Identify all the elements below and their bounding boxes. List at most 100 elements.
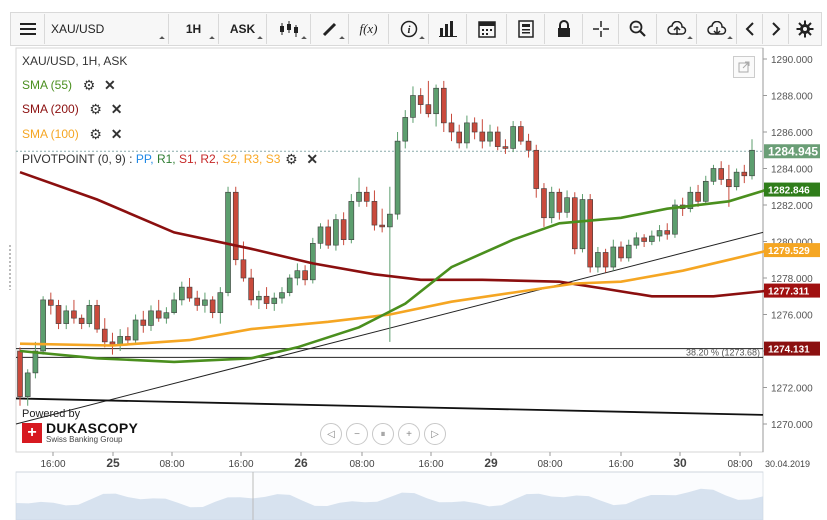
scroll-right-button[interactable] [763,14,789,44]
draw-button[interactable] [311,14,349,44]
legend-sma100-label: SMA (100) [22,127,79,141]
crosshair-button[interactable] [583,14,619,44]
zoom-in-button[interactable]: + [398,423,420,445]
gear-icon[interactable]: ⚙ [89,100,102,117]
upload-button[interactable] [657,14,697,44]
x-tick-label: 30 [673,456,687,470]
report-button[interactable] [507,14,545,44]
candle-body [664,230,671,235]
gear-icon[interactable]: ⚙ [285,150,298,167]
expand-button[interactable] [733,56,755,78]
navigator[interactable] [9,245,764,520]
download-icon [706,21,726,36]
price-tag-bg [764,182,820,197]
candle-body [641,237,647,242]
x-tick-label: 16:00 [40,459,65,470]
side-selector[interactable]: ASK [219,14,267,44]
candle-body [163,312,170,319]
x-tick-label: 08:00 [159,459,184,470]
info-button[interactable]: i [389,14,429,44]
candle-body [433,87,439,115]
menu-button[interactable] [11,14,45,44]
price-tag-label: 1277.311 [768,287,810,298]
y-tick-label: 1278.000 [771,274,813,285]
legend-sma55-label: SMA (55) [22,78,73,92]
candle-body [587,199,593,268]
y-tick-label: 1270.000 [771,420,813,431]
gear-icon[interactable]: ⚙ [89,125,102,142]
y-tick-label: 1272.000 [771,384,813,395]
candle-body [55,305,62,324]
zoom-out-button[interactable]: − [346,423,368,445]
candle-body [456,131,463,144]
candle-body [533,149,540,189]
x-tick-label: 08:00 [349,459,374,470]
candle-body [217,292,224,313]
candle-body [502,146,509,149]
candle-body [440,87,447,124]
powered-by-label: Powered by [22,408,81,420]
x-tick-label: 16:00 [418,459,443,470]
scroll-left-button[interactable] [737,14,763,44]
candle-body [286,277,293,293]
candle-body [595,252,601,268]
candle-body [649,235,655,242]
expand-icon [738,61,750,73]
hamburger-icon [19,23,36,35]
candle-body [240,259,247,279]
zoom-button[interactable] [619,14,657,44]
svg-text:i: i [407,24,411,36]
candle-body [494,131,501,147]
candle-body [40,299,46,352]
info-icon: i [400,20,417,38]
toolbar: XAU/USD 1H ASK f(x) i [10,12,822,46]
pan-right-button[interactable]: ▷ [424,423,446,445]
x-tick-label: 16:00 [608,459,633,470]
price-tag-sma100: 1279.529 [764,243,820,258]
calendar-button[interactable] [467,14,507,44]
date-corner-label: 30.04.2019 [765,459,810,469]
y-tick-label: 1284.000 [771,165,813,176]
download-button[interactable] [697,14,737,44]
timeframe-selector[interactable]: 1H [169,14,219,44]
close-icon[interactable]: ✕ [104,76,116,93]
lock-button[interactable] [545,14,583,44]
candle-body [155,310,162,319]
close-icon[interactable]: ✕ [110,125,123,142]
symbol-label: XAU/USD [51,22,105,36]
triangle-right-icon: ▷ [431,428,439,440]
pivot-item-r1: R1, [156,152,179,166]
candle-body [348,201,355,240]
close-icon[interactable]: ✕ [306,150,319,167]
chart-type-button[interactable] [267,14,311,44]
candle-body [448,122,455,133]
gear-icon[interactable]: ⚙ [82,76,96,93]
candle-body [32,350,39,374]
candle-body [279,292,285,299]
reset-button[interactable]: ⏸ [372,423,394,445]
candle-body [602,252,609,268]
draw-pen-icon [322,22,336,37]
y-tick-label: 1280.000 [771,238,813,249]
candle-body [171,299,177,313]
y-tick-label: 1286.000 [771,128,813,139]
y-tick-label: 1288.000 [771,92,813,103]
price-tag-bg [764,144,820,159]
candle-body [487,131,493,142]
price-tag-fib: 1274.131 [764,341,820,356]
candle-body [356,191,362,202]
support-line [15,397,764,416]
indicators-button[interactable]: f(x) [349,14,389,44]
report-icon [517,20,534,38]
pivot-item-pp: PP, [135,152,157,166]
settings-button[interactable] [789,14,821,44]
close-icon[interactable]: ✕ [110,100,123,117]
arrow-right-icon [771,22,780,36]
volume-button[interactable] [429,14,467,44]
pan-left-button[interactable]: ◁ [320,423,342,445]
candle-body [263,295,270,304]
candle-body [302,270,308,281]
symbol-selector[interactable]: XAU/USD [45,14,169,44]
swiss-cross-icon: + [22,422,42,443]
